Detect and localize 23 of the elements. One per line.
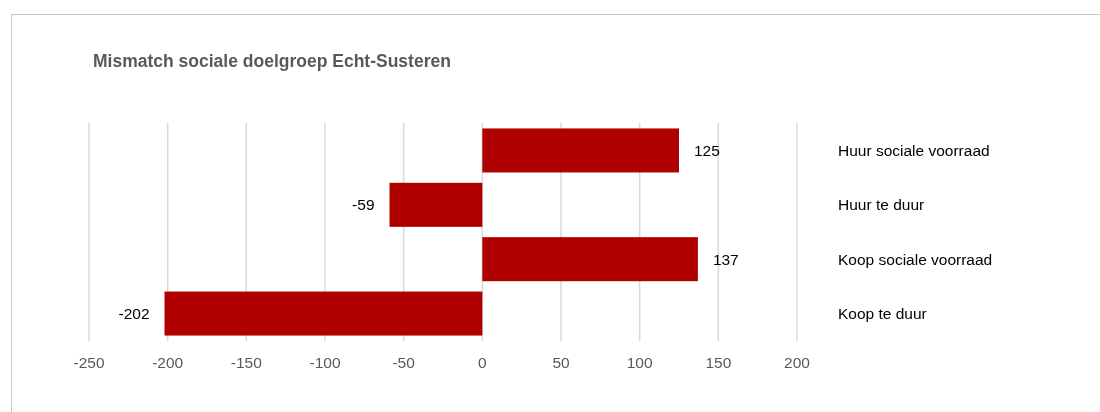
y-tick-label: Huur sociale voorraad [838,141,990,159]
bar [482,128,679,173]
x-tick-label: 100 [626,354,653,371]
chart-title: Mismatch sociale doelgroep Echt-Susteren [93,51,451,71]
data-label: -202 [118,304,150,322]
x-tick-label: 200 [784,354,811,371]
data-label: 125 [694,141,720,159]
x-tick-label: -250 [73,354,105,371]
bar [482,237,698,282]
y-tick-label: Koop sociale voorraad [838,250,993,268]
x-tick-label: 0 [478,354,488,371]
x-tick-label: -50 [392,354,416,371]
bar [389,182,483,227]
x-tick-label: -150 [230,354,263,371]
x-tick-label: -100 [309,354,341,371]
y-tick-label: Koop te duur [838,304,927,322]
bar [164,291,483,336]
x-tick-label: -200 [152,354,184,371]
x-tick-label: 150 [705,354,732,371]
x-tick-label: 50 [552,354,570,371]
data-label: 137 [712,250,739,268]
y-tick-label: Huur te duur [838,196,925,214]
data-label: -59 [352,196,375,214]
